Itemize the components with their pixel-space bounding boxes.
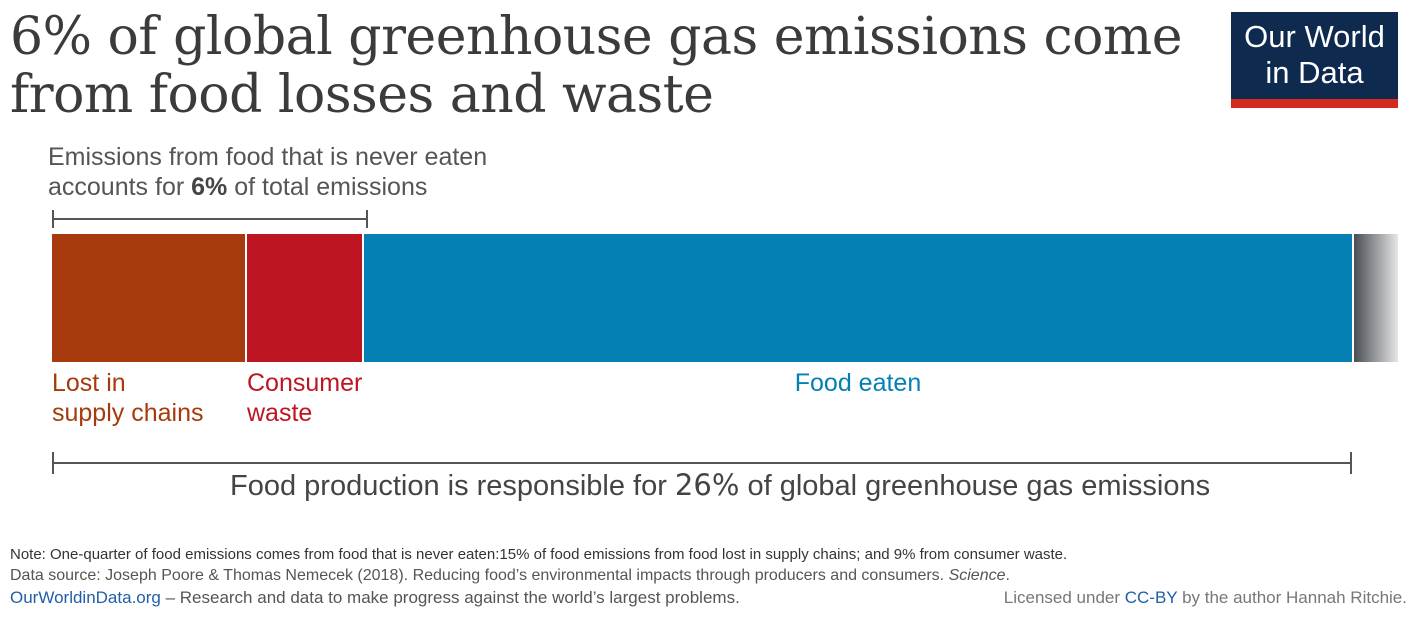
source-journal: Science — [948, 567, 1006, 584]
callout-top-line-1: Emissions from food that is never eaten — [48, 143, 488, 171]
food-production-bracket — [52, 452, 1354, 474]
owid-logo[interactable]: Our World in Data — [1231, 12, 1398, 108]
source-end: . — [1005, 567, 1010, 584]
site-tagline: – Research and data to make progress aga… — [160, 588, 740, 607]
bar-segment-3 — [364, 234, 1352, 362]
segment-label-2-line-2: waste — [247, 399, 313, 427]
footer-source: Data source: Joseph Poore & Thomas Nemec… — [10, 566, 1010, 586]
site-link[interactable]: OurWorldinData.org — [10, 588, 161, 607]
callout-bottom-prefix: Food production is responsible for — [230, 470, 675, 502]
source-text: Data source: Joseph Poore & Thomas Nemec… — [10, 567, 949, 584]
logo-line-2: in Data — [1265, 55, 1364, 90]
segment-label-1: Lost in supply chains — [52, 368, 203, 428]
logo-line-1: Our World — [1244, 19, 1385, 54]
footer-site: OurWorldinData.org – Research and data t… — [10, 588, 740, 608]
chart: Emissions from food that is never eaten … — [48, 142, 1398, 503]
bar-segment-2 — [247, 234, 362, 362]
segment-label-2: Consumer waste — [247, 368, 362, 428]
bar-segment-1 — [52, 234, 245, 362]
callout-top-percent: 6% — [191, 173, 228, 201]
callout-bottom-percent: 26% — [674, 468, 740, 502]
bar-fade-tail — [1354, 234, 1398, 362]
segment-label-2-line-1: Consumer — [247, 369, 363, 397]
segment-label-3-line-1: Food eaten — [794, 369, 922, 397]
stacked-bar — [52, 234, 1398, 362]
never-eaten-bracket — [52, 210, 370, 228]
footer-license: Licensed under CC-BY by the author Hanna… — [1004, 588, 1407, 608]
food-production-callout: Food production is responsible for 26% o… — [230, 468, 1370, 503]
license-suffix: by the author Hannah Ritchie. — [1177, 588, 1407, 607]
segment-label-3: Food eaten — [364, 368, 1352, 398]
never-eaten-callout: Emissions from food that is never eaten … — [48, 142, 608, 202]
license-link[interactable]: CC-BY — [1124, 588, 1178, 607]
callout-top-suffix: of total emissions — [227, 173, 428, 201]
callout-bottom-suffix: of global greenhouse gas emissions — [739, 470, 1211, 502]
footer-note: Note: One-quarter of food emissions come… — [10, 546, 1068, 563]
callout-top-line-2: accounts for 6% of total emissions — [48, 172, 608, 202]
callout-top-prefix: accounts for — [48, 173, 192, 201]
segment-label-1-line-2: supply chains — [52, 399, 204, 427]
chart-title: 6% of global greenhouse gas emissions co… — [10, 7, 1182, 125]
license-prefix: Licensed under — [1003, 588, 1125, 607]
segment-label-1-line-1: Lost in — [52, 369, 126, 397]
